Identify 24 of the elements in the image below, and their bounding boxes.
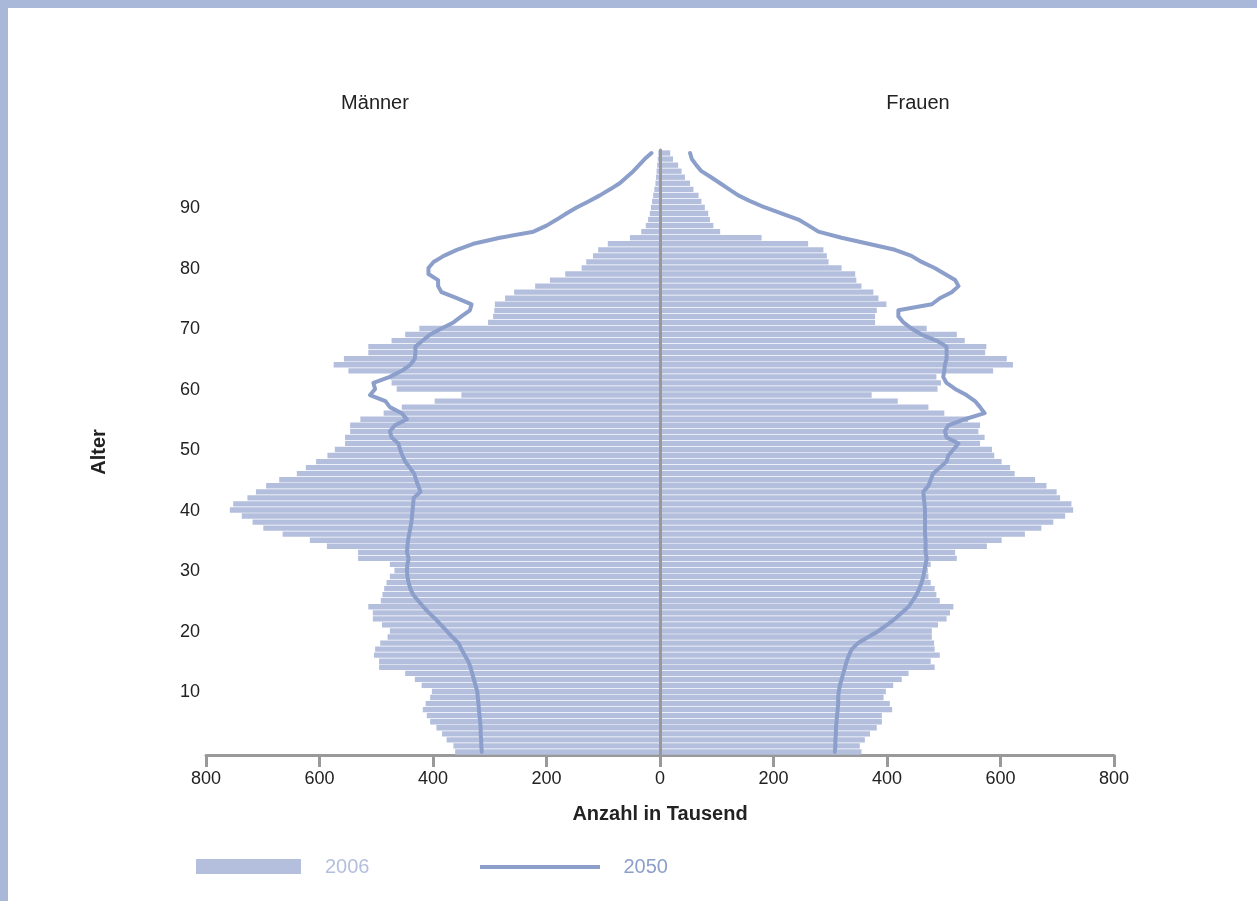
x-tick-label: 800 (190, 768, 222, 788)
y-tick-label: 10 (179, 681, 200, 702)
text: 2006 (325, 855, 370, 878)
y-tick-label: 60 (179, 378, 200, 399)
y-tick-label: 40 (179, 499, 200, 520)
x-tick-label: 0 (654, 768, 666, 788)
x-tick-label: 600 (985, 768, 1016, 788)
x-tick-label: 200 (531, 768, 562, 788)
x-tick-label: 600 (304, 768, 335, 788)
x-tick-label: 200 (758, 768, 789, 788)
y-axis-title: Alter (87, 429, 109, 475)
text: 2050 (623, 855, 668, 878)
text: Frauen (886, 91, 950, 113)
y-tick-label: 30 (179, 560, 200, 581)
y-tick-label: 90 (179, 197, 200, 218)
y-tick-label: 50 (179, 439, 200, 460)
y-tick-label: 70 (179, 318, 200, 339)
x-tick-label: 400 (871, 768, 903, 788)
y-tick-label: 80 (179, 257, 200, 278)
x-tick-label: 400 (417, 768, 449, 788)
y-tick-label: 20 (179, 620, 200, 641)
x-tick-label: 800 (1098, 768, 1130, 788)
x-axis-title: Anzahl in Tausend (572, 802, 748, 824)
text: Männer (341, 91, 410, 113)
